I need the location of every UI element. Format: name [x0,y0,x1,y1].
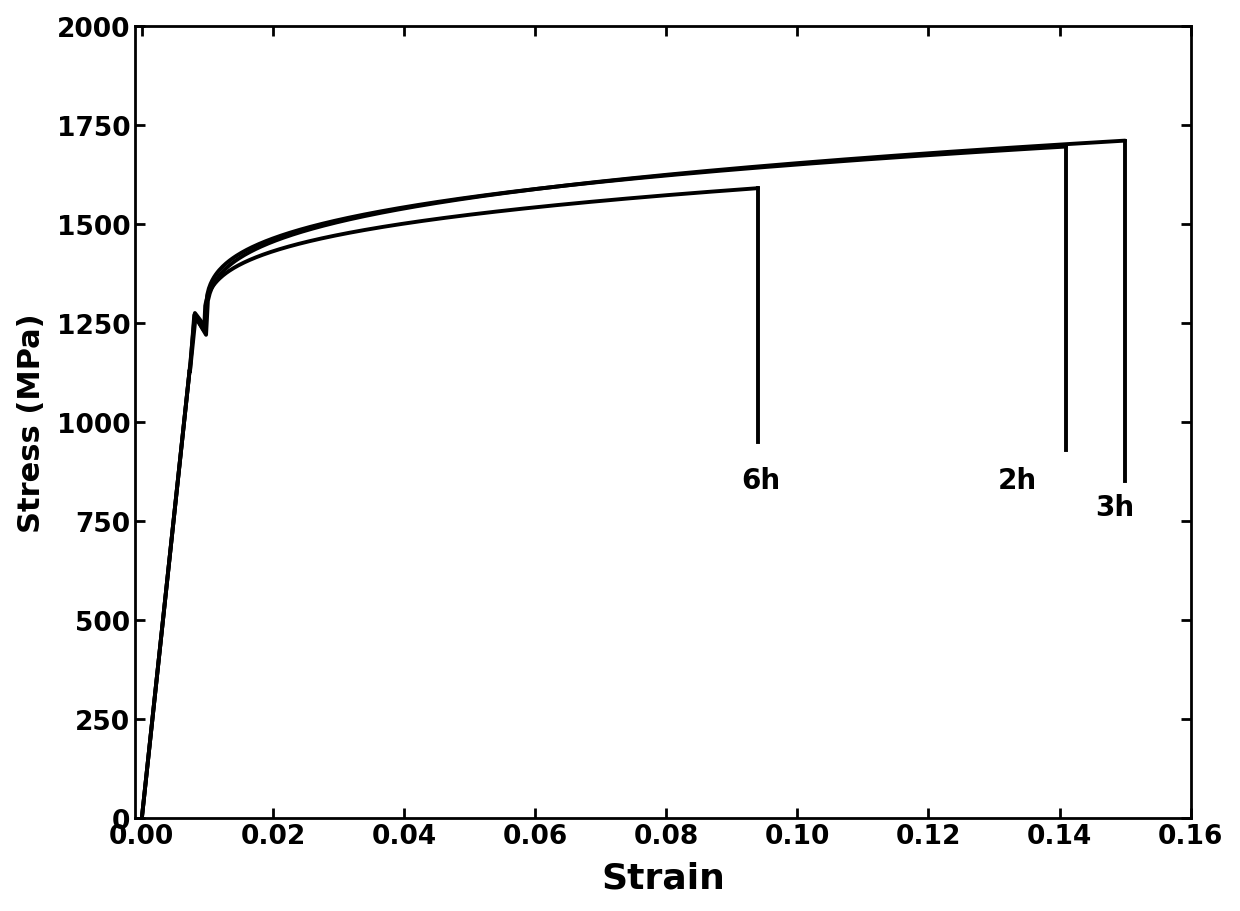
Text: 6h: 6h [742,466,781,494]
X-axis label: Strain: Strain [601,860,725,895]
Y-axis label: Stress (MPa): Stress (MPa) [16,312,46,532]
Text: 3h: 3h [1096,494,1135,522]
Text: 2h: 2h [997,466,1037,494]
